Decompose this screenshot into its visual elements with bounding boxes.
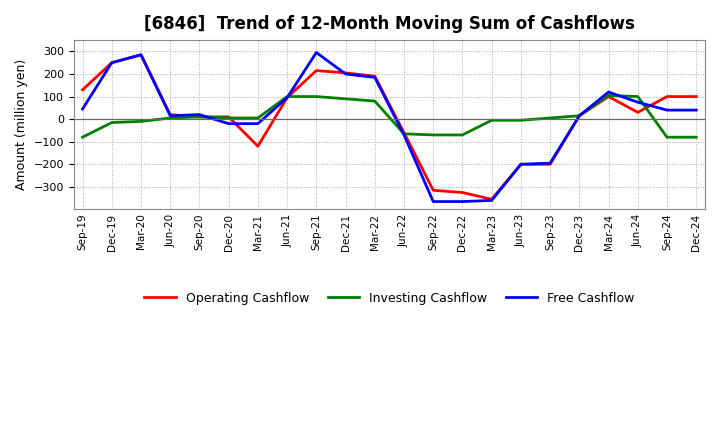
Free Cashflow	[487, 198, 496, 203]
Free Cashflow	[634, 99, 642, 105]
Free Cashflow	[341, 71, 350, 77]
Operating Cashflow	[429, 187, 438, 193]
Investing Cashflow	[692, 135, 701, 140]
Operating Cashflow	[634, 110, 642, 115]
Investing Cashflow	[458, 132, 467, 138]
Investing Cashflow	[341, 96, 350, 102]
Line: Free Cashflow: Free Cashflow	[83, 52, 696, 202]
Investing Cashflow	[634, 94, 642, 99]
Investing Cashflow	[312, 94, 320, 99]
Investing Cashflow	[546, 115, 554, 121]
Free Cashflow	[516, 161, 525, 167]
Operating Cashflow	[371, 73, 379, 79]
Investing Cashflow	[283, 94, 292, 99]
Operating Cashflow	[166, 112, 174, 117]
Investing Cashflow	[78, 135, 87, 140]
Investing Cashflow	[225, 115, 233, 121]
Free Cashflow	[137, 52, 145, 58]
Free Cashflow	[662, 107, 671, 113]
Y-axis label: Amount (million yen): Amount (million yen)	[15, 59, 28, 191]
Investing Cashflow	[137, 119, 145, 124]
Operating Cashflow	[546, 161, 554, 167]
Operating Cashflow	[692, 94, 701, 99]
Investing Cashflow	[371, 99, 379, 104]
Investing Cashflow	[253, 115, 262, 121]
Investing Cashflow	[662, 135, 671, 140]
Operating Cashflow	[458, 190, 467, 195]
Line: Investing Cashflow: Investing Cashflow	[83, 95, 696, 137]
Operating Cashflow	[107, 60, 116, 65]
Free Cashflow	[429, 199, 438, 204]
Investing Cashflow	[400, 131, 408, 136]
Operating Cashflow	[516, 161, 525, 167]
Operating Cashflow	[400, 130, 408, 136]
Free Cashflow	[604, 89, 613, 95]
Free Cashflow	[400, 132, 408, 138]
Investing Cashflow	[487, 117, 496, 123]
Investing Cashflow	[195, 114, 204, 120]
Investing Cashflow	[575, 113, 584, 118]
Free Cashflow	[253, 121, 262, 126]
Title: [6846]  Trend of 12-Month Moving Sum of Cashflows: [6846] Trend of 12-Month Moving Sum of C…	[144, 15, 635, 33]
Operating Cashflow	[604, 94, 613, 99]
Operating Cashflow	[78, 87, 87, 92]
Investing Cashflow	[604, 93, 613, 98]
Free Cashflow	[195, 112, 204, 117]
Free Cashflow	[692, 107, 701, 113]
Free Cashflow	[312, 50, 320, 55]
Operating Cashflow	[137, 52, 145, 58]
Investing Cashflow	[516, 117, 525, 123]
Investing Cashflow	[107, 120, 116, 125]
Free Cashflow	[283, 95, 292, 100]
Line: Operating Cashflow: Operating Cashflow	[83, 55, 696, 199]
Operating Cashflow	[662, 94, 671, 99]
Free Cashflow	[225, 121, 233, 126]
Legend: Operating Cashflow, Investing Cashflow, Free Cashflow: Operating Cashflow, Investing Cashflow, …	[140, 287, 639, 310]
Operating Cashflow	[575, 113, 584, 118]
Free Cashflow	[371, 75, 379, 80]
Operating Cashflow	[341, 70, 350, 76]
Operating Cashflow	[253, 143, 262, 149]
Operating Cashflow	[225, 114, 233, 120]
Free Cashflow	[166, 113, 174, 118]
Operating Cashflow	[283, 95, 292, 100]
Operating Cashflow	[487, 197, 496, 202]
Operating Cashflow	[195, 114, 204, 120]
Free Cashflow	[458, 199, 467, 204]
Operating Cashflow	[312, 68, 320, 73]
Investing Cashflow	[429, 132, 438, 138]
Free Cashflow	[575, 113, 584, 118]
Free Cashflow	[107, 60, 116, 65]
Investing Cashflow	[166, 115, 174, 121]
Free Cashflow	[78, 106, 87, 112]
Free Cashflow	[546, 161, 554, 166]
